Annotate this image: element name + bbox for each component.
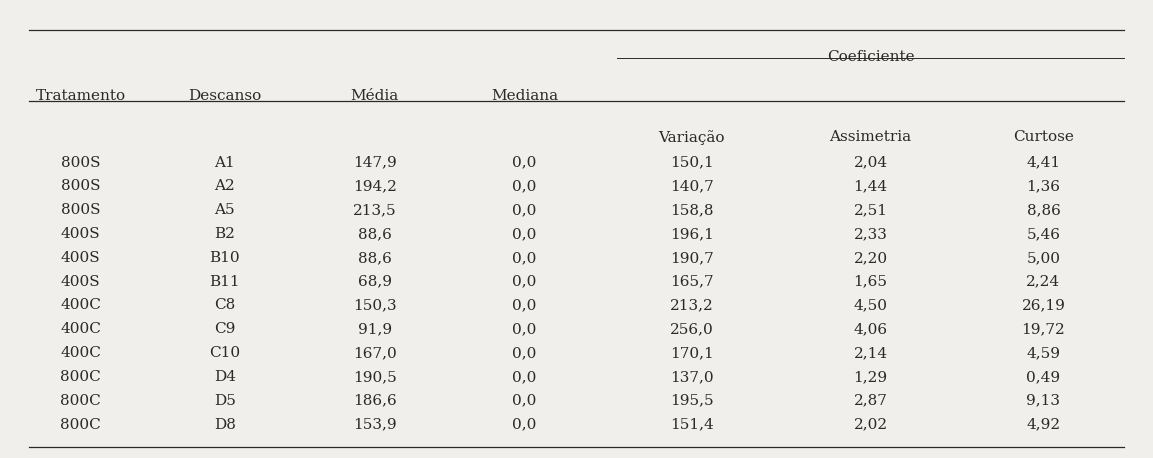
- Text: 0,0: 0,0: [512, 418, 537, 431]
- Text: 165,7: 165,7: [670, 275, 714, 289]
- Text: 4,92: 4,92: [1026, 418, 1061, 431]
- Text: 0,0: 0,0: [512, 299, 537, 312]
- Text: D4: D4: [213, 370, 236, 384]
- Text: D8: D8: [214, 418, 235, 431]
- Text: 0,0: 0,0: [512, 180, 537, 193]
- Text: 2,51: 2,51: [853, 203, 888, 217]
- Text: 800S: 800S: [61, 180, 100, 193]
- Text: Assimetria: Assimetria: [829, 131, 912, 144]
- Text: 4,59: 4,59: [1026, 346, 1061, 360]
- Text: B11: B11: [210, 275, 240, 289]
- Text: 0,0: 0,0: [512, 394, 537, 408]
- Text: C10: C10: [210, 346, 240, 360]
- Text: 400C: 400C: [60, 299, 101, 312]
- Text: A5: A5: [214, 203, 235, 217]
- Text: 167,0: 167,0: [353, 346, 397, 360]
- Text: 147,9: 147,9: [353, 156, 397, 169]
- Text: 400C: 400C: [60, 322, 101, 336]
- Text: 2,33: 2,33: [853, 227, 888, 241]
- Text: 0,0: 0,0: [512, 156, 537, 169]
- Text: 2,87: 2,87: [853, 394, 888, 408]
- Text: 2,24: 2,24: [1026, 275, 1061, 289]
- Text: 195,5: 195,5: [670, 394, 714, 408]
- Text: 800S: 800S: [61, 203, 100, 217]
- Text: B10: B10: [210, 251, 240, 265]
- Text: 1,44: 1,44: [853, 180, 888, 193]
- Text: 19,72: 19,72: [1022, 322, 1065, 336]
- Text: Tratamento: Tratamento: [36, 89, 126, 103]
- Text: C9: C9: [214, 322, 235, 336]
- Text: 0,0: 0,0: [512, 322, 537, 336]
- Text: Curtose: Curtose: [1013, 131, 1073, 144]
- Text: 150,3: 150,3: [353, 299, 397, 312]
- Text: 1,65: 1,65: [853, 275, 888, 289]
- Text: 26,19: 26,19: [1022, 299, 1065, 312]
- Text: 4,06: 4,06: [853, 322, 888, 336]
- Text: 68,9: 68,9: [357, 275, 392, 289]
- Text: 0,0: 0,0: [512, 346, 537, 360]
- Text: 400C: 400C: [60, 346, 101, 360]
- Text: 2,20: 2,20: [853, 251, 888, 265]
- Text: Descanso: Descanso: [188, 89, 262, 103]
- Text: 88,6: 88,6: [357, 251, 392, 265]
- Text: 137,0: 137,0: [670, 370, 714, 384]
- Text: 5,46: 5,46: [1026, 227, 1061, 241]
- Text: 190,7: 190,7: [670, 251, 714, 265]
- Text: 91,9: 91,9: [357, 322, 392, 336]
- Text: 400S: 400S: [61, 227, 100, 241]
- Text: 151,4: 151,4: [670, 418, 714, 431]
- Text: Mediana: Mediana: [491, 89, 558, 103]
- Text: 2,02: 2,02: [853, 418, 888, 431]
- Text: 153,9: 153,9: [353, 418, 397, 431]
- Text: 2,04: 2,04: [853, 156, 888, 169]
- Text: Coeficiente: Coeficiente: [827, 50, 914, 64]
- Text: 213,5: 213,5: [353, 203, 397, 217]
- Text: 8,86: 8,86: [1026, 203, 1061, 217]
- Text: 5,00: 5,00: [1026, 251, 1061, 265]
- Text: 400S: 400S: [61, 275, 100, 289]
- Text: 0,49: 0,49: [1026, 370, 1061, 384]
- Text: Variação: Variação: [658, 130, 725, 145]
- Text: 0,0: 0,0: [512, 370, 537, 384]
- Text: 190,5: 190,5: [353, 370, 397, 384]
- Text: 800C: 800C: [60, 418, 101, 431]
- Text: 194,2: 194,2: [353, 180, 397, 193]
- Text: A1: A1: [214, 156, 235, 169]
- Text: 88,6: 88,6: [357, 227, 392, 241]
- Text: 9,13: 9,13: [1026, 394, 1061, 408]
- Text: A2: A2: [214, 180, 235, 193]
- Text: 0,0: 0,0: [512, 275, 537, 289]
- Text: C8: C8: [214, 299, 235, 312]
- Text: 1,36: 1,36: [1026, 180, 1061, 193]
- Text: 400S: 400S: [61, 251, 100, 265]
- Text: Média: Média: [351, 89, 399, 103]
- Text: 0,0: 0,0: [512, 227, 537, 241]
- Text: 0,0: 0,0: [512, 203, 537, 217]
- Text: 0,0: 0,0: [512, 251, 537, 265]
- Text: 800S: 800S: [61, 156, 100, 169]
- Text: 140,7: 140,7: [670, 180, 714, 193]
- Text: 256,0: 256,0: [670, 322, 714, 336]
- Text: 170,1: 170,1: [670, 346, 714, 360]
- Text: 196,1: 196,1: [670, 227, 714, 241]
- Text: 186,6: 186,6: [353, 394, 397, 408]
- Text: 158,8: 158,8: [670, 203, 714, 217]
- Text: 800C: 800C: [60, 394, 101, 408]
- Text: 1,29: 1,29: [853, 370, 888, 384]
- Text: 2,14: 2,14: [853, 346, 888, 360]
- Text: 213,2: 213,2: [670, 299, 714, 312]
- Text: 150,1: 150,1: [670, 156, 714, 169]
- Text: 4,50: 4,50: [853, 299, 888, 312]
- Text: 4,41: 4,41: [1026, 156, 1061, 169]
- Text: B2: B2: [214, 227, 235, 241]
- Text: D5: D5: [214, 394, 235, 408]
- Text: 800C: 800C: [60, 370, 101, 384]
